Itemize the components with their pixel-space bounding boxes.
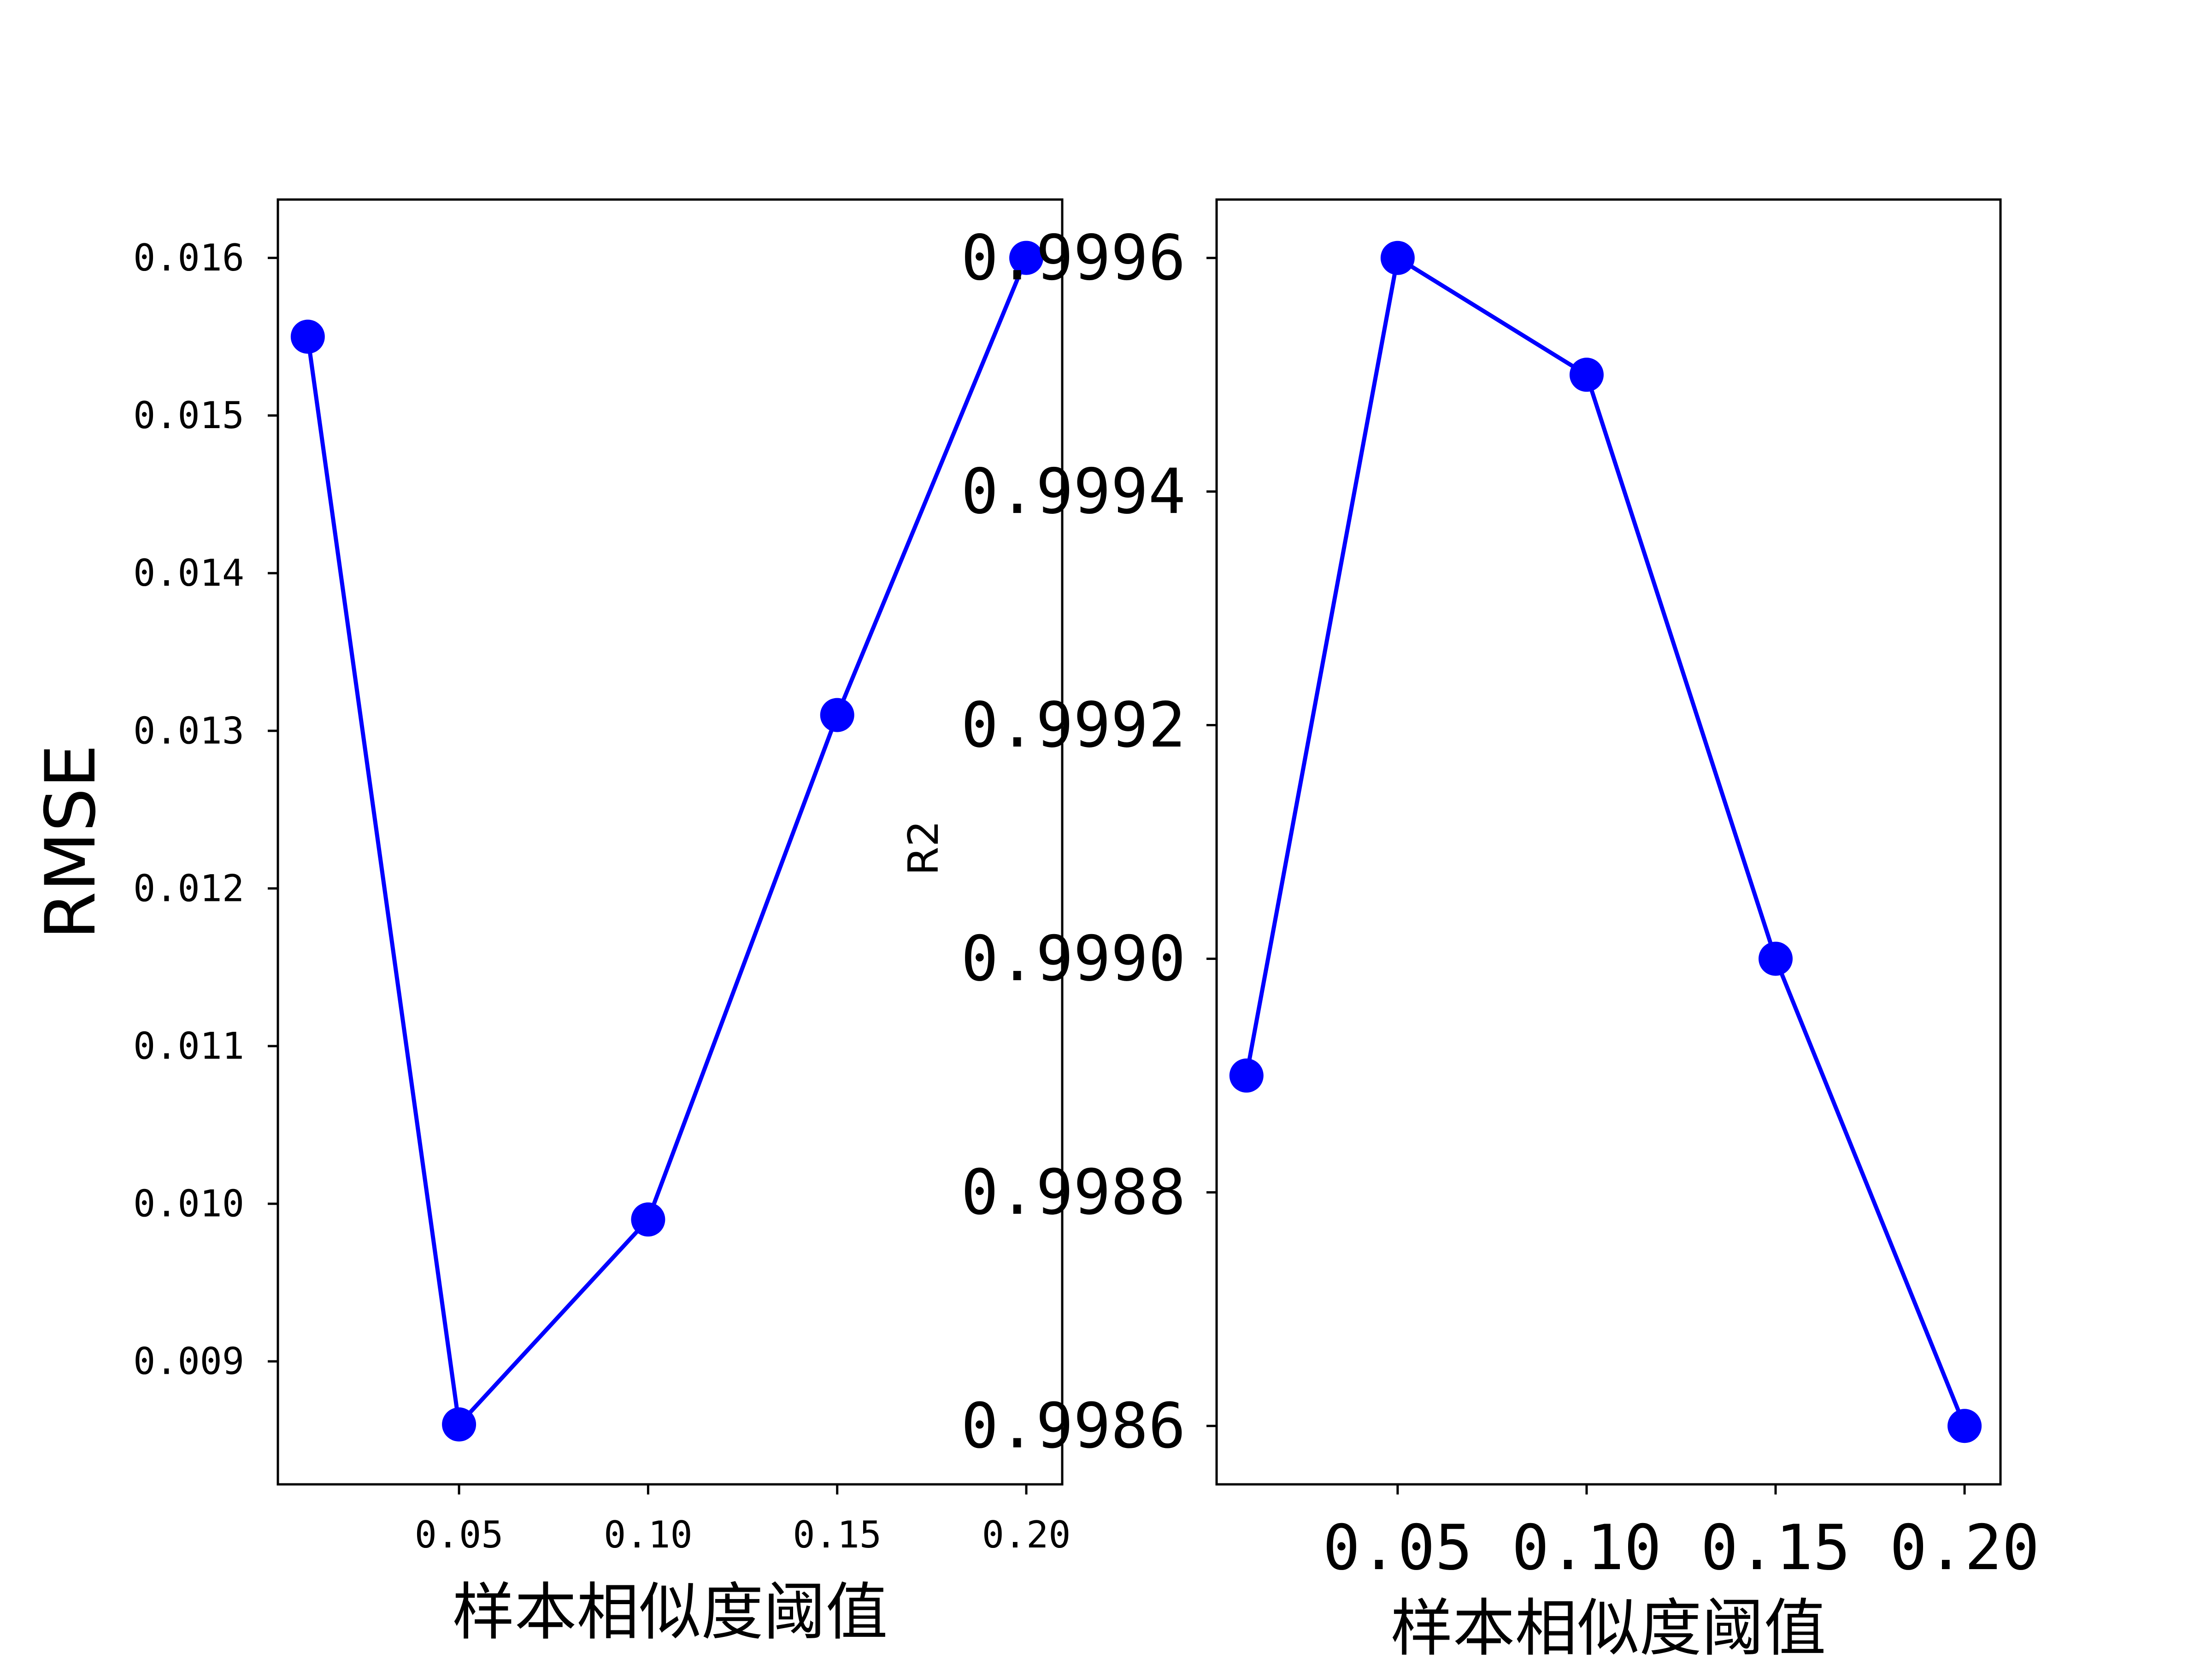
r2-data-point: [1229, 1058, 1264, 1093]
rmse-data-point: [442, 1407, 477, 1442]
rmse-data-point: [290, 319, 325, 354]
rmse-axes-frame: [276, 198, 1064, 1486]
rmse-y-tick-label: 0.013: [133, 709, 244, 752]
r2-x-tick-label: 0.10: [1512, 1512, 1661, 1584]
r2-data-point: [1380, 241, 1415, 275]
r2-y-tick-label: 0.9996: [961, 222, 1186, 294]
r2-axes-frame: [1215, 198, 2002, 1486]
rmse-x-tick-label: 0.05: [415, 1513, 504, 1556]
r2-y-tick-label: 0.9992: [961, 689, 1186, 761]
r2-data-point: [1759, 941, 1793, 976]
r2-y-tick-label: 0.9990: [961, 923, 1186, 995]
rmse-data-point: [631, 1202, 665, 1237]
r2-data-point: [1947, 1409, 1982, 1443]
rmse-y-tick-label: 0.014: [133, 552, 244, 594]
rmse-y-tick-label: 0.012: [133, 867, 244, 910]
rmse-data-point: [820, 698, 854, 732]
rmse-y-tick-label: 0.015: [133, 394, 244, 437]
r2-x-tick-label: 0.20: [1890, 1512, 2040, 1584]
r2-y-tick-label: 0.9994: [961, 455, 1186, 528]
rmse-y-tick-label: 0.016: [133, 236, 244, 279]
r2-ticks: 0.05 0.10 0.15 0.20 0.9986 0.9988 0.9990 0.9992…: [961, 222, 2039, 1584]
r2-data-point: [1569, 358, 1604, 392]
rmse-y-tick-label: 0.011: [133, 1025, 244, 1068]
rmse-y-tick-label: 0.009: [133, 1340, 244, 1383]
rmse-data-point: [1009, 241, 1044, 275]
rmse-subplot: 0.05 0.10 0.15 0.20 0.009 0.010 0.011 0.012 0.01…: [31, 198, 1071, 1648]
rmse-data-points: [290, 241, 1044, 1442]
r2-y-tick-label: 0.9986: [961, 1390, 1186, 1462]
r2-subplot: 0.05 0.10 0.15 0.20 0.9986 0.9988 0.9990 0.9992…: [900, 198, 2040, 1659]
r2-y-axis-title: R2: [900, 820, 948, 876]
rmse-x-axis-title: 样本相似度阈值: [453, 1576, 888, 1648]
rmse-x-tick-label: 0.20: [982, 1513, 1071, 1556]
r2-x-tick-label: 0.15: [1700, 1512, 1850, 1584]
r2-data-points: [1229, 241, 1982, 1443]
rmse-x-tick-label: 0.10: [604, 1513, 693, 1556]
r2-x-axis-title: 样本相似度阈值: [1391, 1592, 1826, 1659]
r2-y-tick-label: 0.9988: [961, 1156, 1186, 1229]
rmse-y-tick-label: 0.010: [133, 1182, 244, 1225]
r2-series-line: [1244, 254, 1967, 1427]
rmse-x-tick-label: 0.15: [793, 1513, 882, 1556]
r2-x-tick-label: 0.05: [1323, 1512, 1472, 1584]
rmse-y-axis-title: RMSE: [31, 744, 111, 940]
rmse-ticks: 0.05 0.10 0.15 0.20 0.009 0.010 0.011 0.012 0.01…: [133, 236, 1071, 1556]
